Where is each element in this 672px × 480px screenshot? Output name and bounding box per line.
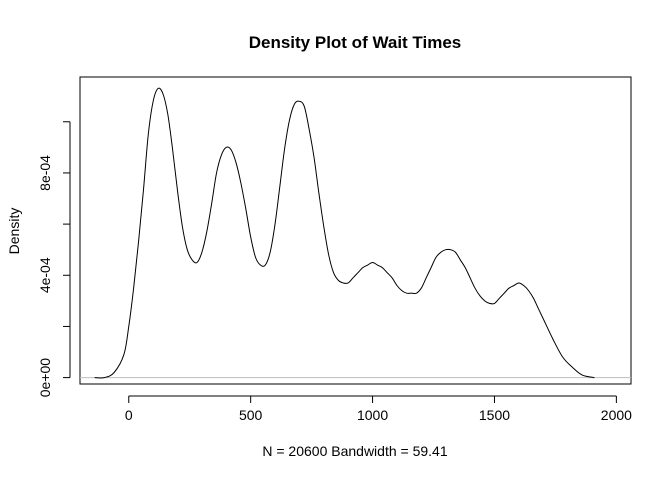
x-axis: 0 500 1000 1500 2000: [125, 395, 632, 423]
x-tick-label: 2000: [601, 407, 632, 423]
density-line: [94, 87, 595, 379]
x-axis-label: N = 20600 Bandwidth = 59.41: [262, 443, 447, 459]
chart-title: Density Plot of Wait Times: [249, 33, 462, 52]
y-tick-label: 8e-04: [37, 155, 53, 191]
x-tick-label: 1000: [357, 407, 388, 423]
x-tick-label: 1500: [479, 407, 510, 423]
y-tick-label: 0e+00: [37, 358, 53, 398]
x-tick-label: 0: [125, 407, 133, 423]
x-tick-label: 500: [239, 407, 263, 423]
plot-frame: [79, 76, 632, 385]
y-axis-label: Density: [6, 208, 22, 255]
y-tick-label: 4e-04: [37, 257, 53, 293]
y-axis: 0e+00 4e-04 8e-04: [37, 121, 71, 398]
